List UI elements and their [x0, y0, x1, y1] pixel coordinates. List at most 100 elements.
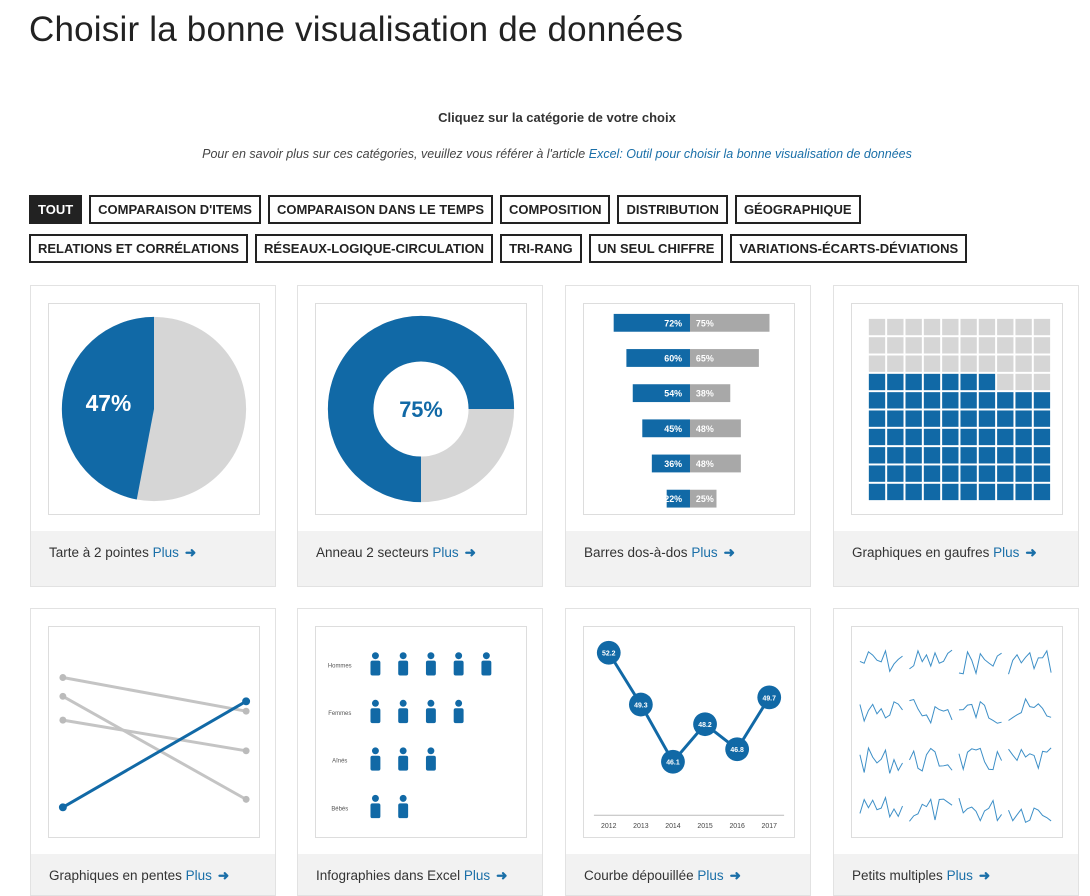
waffle-cell	[923, 447, 941, 464]
filter-button[interactable]: COMPOSITION	[500, 195, 611, 224]
caption: Tarte à 2 pointes Plus ➜	[49, 545, 196, 561]
person-head	[371, 652, 379, 660]
chart-card[interactable]: 47% Tarte à 2 pointes Plus ➜	[30, 285, 276, 587]
more-link[interactable]: Plus	[993, 545, 1020, 560]
waffle-cell	[905, 483, 922, 501]
x-tick-label: 2013	[633, 823, 649, 830]
bar-left	[632, 384, 690, 403]
waffle-cell	[942, 410, 959, 427]
chart-card[interactable]: 75% Anneau 2 secteurs Plus ➜	[297, 285, 543, 587]
thumbnail: 47%	[48, 303, 260, 515]
waffle-cell	[997, 318, 1014, 336]
more-link[interactable]: Plus	[152, 545, 179, 560]
waffle-cell	[923, 392, 941, 409]
waffle-cell	[942, 428, 959, 446]
waffle-cell	[1015, 392, 1032, 409]
slope-dot	[59, 716, 67, 724]
more-link[interactable]: Plus	[432, 545, 459, 560]
waffle-cell	[997, 410, 1014, 427]
sparkline	[1008, 807, 1052, 823]
waffle-cell	[1033, 410, 1051, 427]
waffle-cell	[997, 447, 1014, 464]
waffle-cell	[978, 337, 996, 354]
caption: Petits multiples Plus ➜	[852, 868, 990, 884]
waffle-cell	[942, 465, 959, 482]
caption: Courbe dépouillée Plus ➜	[584, 868, 741, 884]
icon-row-label: Bébés	[331, 806, 348, 812]
bar-left	[666, 489, 690, 508]
filter-button[interactable]: GÉOGRAPHIQUE	[734, 195, 861, 224]
person-body	[453, 660, 464, 676]
chart-card[interactable]: Graphiques en pentes Plus ➜	[30, 608, 276, 896]
line-point	[661, 749, 685, 774]
waffle-cell	[978, 483, 996, 501]
more-link[interactable]: Plus	[697, 868, 724, 883]
donut-label: 75%	[399, 397, 443, 422]
thumbnail	[48, 626, 260, 838]
person-head	[455, 652, 463, 660]
caption-band: Tarte à 2 pointes Plus ➜	[31, 531, 275, 586]
thumbnail: 72% 75% 60% 65% 54% 38% 45% 48% 36% 48% 22% 25%	[583, 303, 795, 515]
note-text: Pour en savoir plus sur ces catégories, …	[202, 147, 586, 161]
icon-row-label: Femmes	[328, 711, 351, 717]
waffle-cell	[960, 465, 977, 482]
filter-button[interactable]: COMPARAISON D'ITEMS	[89, 195, 261, 224]
person-body	[370, 803, 381, 819]
caption-band: Barres dos-à-dos Plus ➜	[566, 531, 810, 586]
chart-card[interactable]: Graphiques en gaufres Plus ➜	[833, 285, 1079, 587]
bar-label: 25%	[696, 494, 714, 504]
more-link[interactable]: Plus	[463, 868, 491, 883]
icon-row-label: Aînés	[332, 759, 347, 765]
arrow-icon: ➜	[464, 545, 476, 560]
waffle-cell	[960, 337, 977, 354]
thumbnail: Hommes Femmes Aînés Bébés	[315, 626, 527, 838]
waffle-cell	[923, 465, 941, 482]
filter-button[interactable]: TOUT	[29, 195, 83, 224]
icon-row-label: Hommes	[328, 664, 352, 670]
waffle-cell	[868, 447, 886, 464]
chart-card[interactable]: 52.2 2012 49.3 2013 46.1 2014 48.2 2015 46.8 2016…	[565, 608, 811, 896]
bar-label: 54%	[664, 389, 682, 399]
more-link[interactable]: Plus	[691, 545, 718, 560]
point-label: 49.7	[762, 695, 776, 702]
chart-card[interactable]: Hommes Femmes Aînés Bébés Infographies dans …	[297, 608, 543, 896]
more-link[interactable]: Plus	[185, 868, 212, 883]
waffle-cell	[887, 428, 904, 446]
article-link[interactable]: Excel: Outil pour choisir la bonne visua…	[588, 147, 912, 161]
waffle-cell	[1015, 355, 1032, 372]
waffle-cell	[1033, 447, 1051, 464]
caption-band: Infographies dans Excel Plus ➜	[298, 854, 542, 895]
filter-button[interactable]: RELATIONS ET CORRÉLATIONS	[29, 234, 249, 263]
waffle-cell	[923, 318, 941, 336]
waffle-cell	[868, 392, 886, 409]
point-label: 46.8	[730, 747, 744, 754]
bar-label: 65%	[696, 353, 714, 363]
slope-dot	[59, 692, 67, 700]
caption-text: Barres dos-à-dos	[584, 545, 688, 560]
bar-label: 22%	[664, 494, 682, 504]
filter-button[interactable]: RÉSEAUX-LOGIQUE-CIRCULATION	[255, 234, 494, 263]
waffle-cell	[1015, 483, 1032, 501]
filter-button[interactable]: TRI-RANG	[500, 234, 582, 263]
person-body	[398, 708, 409, 724]
caption-text: Graphiques en pentes	[49, 868, 182, 883]
arrow-icon: ➜	[184, 545, 197, 560]
filter-button[interactable]: COMPARAISON DANS LE TEMPS	[267, 195, 494, 224]
waffle-cell	[997, 428, 1014, 446]
filter-button[interactable]: DISTRIBUTION	[617, 195, 728, 224]
bar-left	[626, 349, 690, 367]
caption-text: Courbe dépouillée	[584, 868, 694, 883]
caption-text: Infographies dans Excel	[316, 868, 461, 883]
filter-button[interactable]: UN SEUL CHIFFRE	[588, 234, 724, 263]
waffle-cell	[960, 373, 977, 391]
person-body	[370, 660, 381, 676]
chart-card[interactable]: Petits multiples Plus ➜	[833, 608, 1079, 896]
chart-card[interactable]: 72% 75% 60% 65% 54% 38% 45% 48% 36% 48% 22% 25% Barr…	[565, 285, 811, 587]
waffle-cell	[942, 318, 959, 336]
waffle-cell	[887, 337, 904, 354]
bar-left	[613, 313, 690, 332]
sparkline	[859, 795, 903, 819]
more-link[interactable]: Plus	[946, 868, 973, 883]
filter-button[interactable]: VARIATIONS-ÉCARTS-DÉVIATIONS	[730, 234, 968, 263]
slope-dot	[58, 803, 67, 812]
